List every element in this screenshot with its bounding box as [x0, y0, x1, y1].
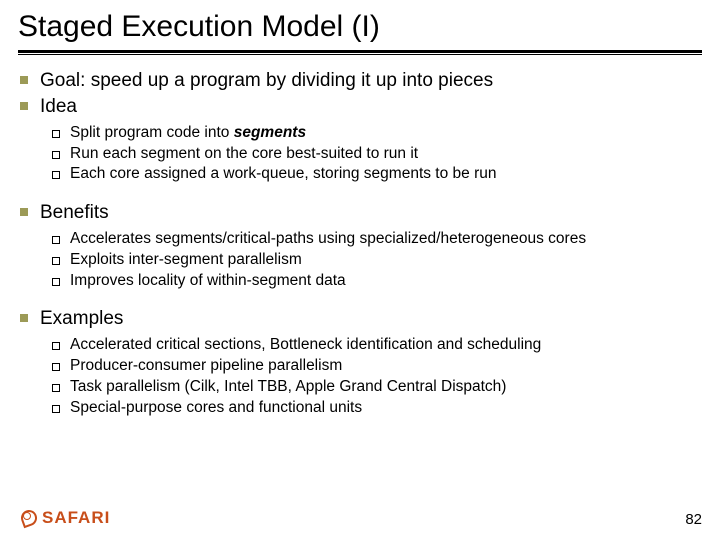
bullet-idea-label: Idea [40, 96, 77, 117]
bullet-goal: Goal: speed up a program by dividing it … [40, 69, 702, 93]
benefits-item-locality: Improves locality of within-segment data [70, 271, 702, 292]
idea-item-segments: Split program code into segments [70, 123, 702, 144]
benefits-item-accel: Accelerates segments/critical-paths usin… [70, 229, 702, 250]
examples-item-critsec: Accelerated critical sections, Bottlenec… [70, 335, 702, 356]
examples-item-taskpar: Task parallelism (Cilk, Intel TBB, Apple… [70, 377, 702, 398]
benefits-item-parallel: Exploits inter-segment parallelism [70, 250, 702, 271]
safari-logo-text: SAFARI [42, 508, 110, 528]
bullet-benefits: Benefits Accelerates segments/critical-p… [40, 201, 702, 291]
idea-item-core: Run each segment on the core best-suited… [70, 144, 702, 165]
idea-item-segments-em: segments [234, 124, 306, 141]
footer: SAFARI 82 [18, 508, 702, 528]
safari-logo-icon [18, 508, 38, 528]
spacer [18, 297, 702, 307]
idea-sublist: Split program code into segments Run eac… [40, 123, 702, 186]
examples-sublist: Accelerated critical sections, Bottlenec… [40, 335, 702, 419]
title-rule-thick [18, 50, 702, 53]
bullet-examples-label: Examples [40, 308, 123, 329]
bullet-benefits-label: Benefits [40, 202, 109, 223]
page-number: 82 [685, 511, 702, 528]
idea-item-queue: Each core assigned a work-queue, storing… [70, 164, 702, 185]
title-rule-thin [18, 54, 702, 55]
benefits-sublist: Accelerates segments/critical-paths usin… [40, 229, 702, 292]
bullet-examples: Examples Accelerated critical sections, … [40, 307, 702, 418]
spacer [18, 191, 702, 201]
examples-item-cores: Special-purpose cores and functional uni… [70, 398, 702, 419]
bullet-idea: Idea Split program code into segments Ru… [40, 95, 702, 185]
bullet-list-2: Benefits Accelerates segments/critical-p… [18, 201, 702, 291]
examples-item-pipeline: Producer-consumer pipeline parallelism [70, 356, 702, 377]
slide-title: Staged Execution Model (I) [18, 10, 702, 44]
idea-item-segments-pre: Split program code into [70, 124, 234, 141]
safari-logo: SAFARI [18, 508, 110, 528]
slide-container: Staged Execution Model (I) Goal: speed u… [0, 0, 720, 540]
bullet-list-3: Examples Accelerated critical sections, … [18, 307, 702, 418]
bullet-list: Goal: speed up a program by dividing it … [18, 69, 702, 185]
